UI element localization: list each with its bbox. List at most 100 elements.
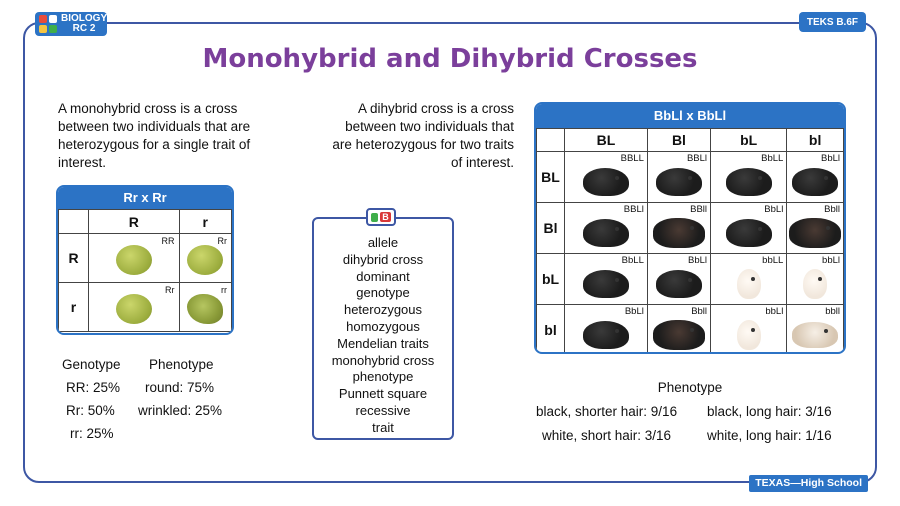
black-short-hair-guinea-pig-image [655, 270, 702, 298]
teks-badge: TEKS B.6F [798, 12, 866, 32]
punnett-cell: bbll [786, 304, 844, 352]
white-short-hair-guinea-pig-image [736, 320, 761, 350]
row-header: R [58, 233, 89, 283]
genotype-label: BbLl [764, 204, 784, 215]
word-bank-term: Punnett square [338, 386, 428, 402]
biology-badge: BIOLOGY RC 2 [35, 12, 107, 36]
monohybrid-description: A monohybrid cross is a cross between tw… [58, 101, 251, 170]
dihybrid-square-title: BbLl x BbLl [536, 104, 844, 128]
punnett-cell: BbLl [786, 151, 844, 203]
genotype-label: RR [161, 236, 175, 246]
genotype-ratio: RR: 25% [66, 380, 121, 395]
phenotype-ratio: white, long hair: 1/16 [707, 428, 832, 443]
genotype-label: Bbll [691, 306, 708, 317]
word-bank-icon: B [366, 208, 396, 226]
row-header: BL [536, 151, 565, 203]
word-bank-term: recessive [355, 402, 411, 418]
genotype-label: bbll [825, 306, 840, 317]
white-short-hair-guinea-pig-image [803, 269, 828, 299]
badge-course: RC 2 [72, 23, 96, 34]
phenotype-ratio: black, long hair: 3/16 [707, 404, 832, 419]
column-header: bL [710, 128, 788, 152]
phenotype-ratio: wrinkled: 25% [138, 403, 223, 418]
black-short-hair-guinea-pig-image [725, 219, 772, 247]
monohybrid-punnett-square: Rr x Rr R r R RR Rr r Rr rr [56, 185, 234, 335]
page-title: Monohybrid and Dihybrid Crosses [202, 44, 698, 74]
genotype-list: Genotype RR: 25% Rr: 50% rr: 25% [62, 357, 121, 449]
punnett-cell: BbLl [710, 202, 788, 254]
round-pea-image [115, 245, 152, 276]
word-bank-term: allele [367, 235, 399, 250]
white-long-hair-guinea-pig-image [792, 322, 839, 348]
genotype-label: BbLl [820, 153, 840, 164]
punnett-cell: BBLl [646, 151, 712, 203]
column-header: Bl [646, 128, 712, 152]
row-header: Bl [536, 202, 565, 254]
genotype-label: BbLL [761, 153, 784, 164]
black-short-hair-guinea-pig-image [655, 168, 702, 196]
black-short-hair-guinea-pig-image [725, 168, 772, 196]
punnett-cell: bbLl [786, 253, 844, 305]
punnett-cell: BBll [646, 202, 712, 254]
column-header: BL [564, 128, 648, 152]
word-bank-term: monohybrid cross [331, 352, 435, 368]
row-header: bL [536, 253, 565, 305]
genotype-label: bbLl [822, 255, 840, 266]
black-long-hair-guinea-pig-image [789, 218, 842, 248]
word-bank-term: Mendelian traits [337, 335, 429, 351]
genotype-header: Genotype [62, 357, 121, 372]
punnett-cell: BbLL [710, 151, 788, 203]
word-bank-term: phenotype [352, 369, 414, 385]
punnett-cell: bbLl [710, 304, 788, 352]
punnett-cell: BbLL [564, 253, 648, 305]
black-short-hair-guinea-pig-image [582, 270, 629, 298]
black-long-hair-guinea-pig-image [652, 218, 705, 248]
black-short-hair-guinea-pig-image [582, 168, 629, 196]
punnett-cell: rr [178, 282, 232, 332]
word-bank-term: trait [372, 419, 394, 435]
word-bank-term: heterozygous [343, 302, 423, 318]
round-pea-image [187, 245, 224, 276]
black-short-hair-guinea-pig-image [792, 168, 839, 196]
punnett-cell: BbLl [564, 304, 648, 352]
genotype-label: Bbll [824, 204, 840, 215]
dihybrid-description: A dihybrid cross is a cross between two … [332, 101, 514, 170]
round-pea-image [115, 294, 152, 325]
badge-subject: BIOLOGY [61, 13, 108, 24]
monohybrid-square-title: Rr x Rr [58, 187, 232, 209]
row-header: r [58, 282, 89, 332]
punnett-cell: Bbll [646, 304, 712, 352]
word-bank-term: dominant [356, 268, 410, 284]
genotype-label: BBLl [686, 153, 708, 164]
black-short-hair-guinea-pig-image [582, 219, 629, 247]
genotype-ratio: rr: 25% [70, 426, 114, 441]
column-header: bl [786, 128, 844, 152]
punnett-cell: Bbll [786, 202, 844, 254]
phenotype-ratio: round: 75% [145, 380, 215, 395]
punnett-cell: RR [88, 233, 180, 283]
genotype-label: BBll [690, 204, 708, 215]
dihybrid-phenotype-header: Phenotype [657, 380, 723, 395]
punnett-cell: bbLL [710, 253, 788, 305]
black-short-hair-guinea-pig-image [582, 321, 629, 349]
genotype-label: BbLL [621, 255, 644, 266]
phenotype-ratio: white, short hair: 3/16 [542, 428, 672, 443]
word-bank-term: genotype [356, 285, 410, 301]
phenotype-ratio: black, shorter hair: 9/16 [536, 404, 678, 419]
punnett-cell: BBLl [564, 202, 648, 254]
white-short-hair-guinea-pig-image [736, 269, 761, 299]
phenotype-header: Phenotype [149, 357, 214, 372]
word-bank-term: homozygous [346, 318, 420, 334]
genotype-label: bbLl [765, 306, 784, 317]
genotype-label: Rr [217, 236, 228, 246]
punnett-cell: Rr [88, 282, 180, 332]
badge-logo-icon [39, 15, 57, 33]
punnett-cell: Rr [178, 233, 232, 283]
genotype-label: Rr [165, 285, 175, 295]
black-long-hair-guinea-pig-image [652, 320, 705, 350]
footer-badge: TEXAS—High School [749, 475, 868, 492]
wrinkled-pea-image [187, 294, 224, 325]
genotype-ratio: Rr: 50% [66, 403, 115, 418]
column-header: r [178, 209, 232, 234]
word-bank-term: dihybrid cross [342, 251, 424, 267]
